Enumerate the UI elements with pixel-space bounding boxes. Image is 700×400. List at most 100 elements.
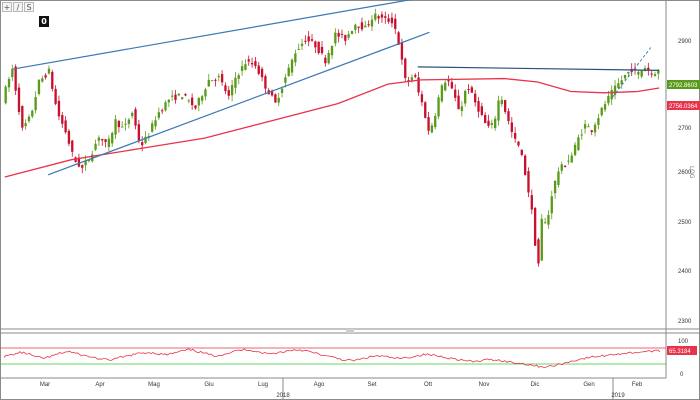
candle-body <box>124 123 127 125</box>
draw-line-button[interactable]: / <box>13 2 23 12</box>
candle-body <box>540 218 543 261</box>
candle-body <box>387 18 390 22</box>
crosshair-button[interactable]: + <box>2 2 12 12</box>
candle-body <box>184 94 187 96</box>
candle-body <box>477 101 480 112</box>
candle-body <box>67 130 71 144</box>
candle-body <box>354 24 357 30</box>
candle-body <box>227 90 230 96</box>
candle-body <box>97 137 101 141</box>
candle-body <box>287 67 290 77</box>
candle-body <box>543 222 547 224</box>
candle-body <box>157 112 161 118</box>
candle-body <box>527 171 530 193</box>
candle-body <box>464 90 467 104</box>
candle-body <box>490 123 494 125</box>
candle-body <box>513 133 517 139</box>
draw-line-icon: / <box>16 2 20 12</box>
log-scale-icon[interactable]: LOG <box>688 166 695 179</box>
candle-body <box>81 165 84 168</box>
candle-body <box>400 42 404 60</box>
candle-body <box>194 105 197 109</box>
month-label: Ott <box>424 382 432 388</box>
candle-body <box>510 122 513 132</box>
candle-body <box>117 120 121 128</box>
last-price-tag <box>667 80 700 89</box>
candle-body <box>320 46 324 54</box>
candle-body <box>71 140 74 152</box>
candle-body <box>454 89 457 98</box>
candle-body <box>230 85 234 96</box>
candle-body <box>314 41 317 48</box>
candle-body <box>623 74 627 79</box>
candle-body <box>434 115 437 128</box>
candle-body <box>460 106 464 111</box>
candle-body <box>161 110 164 112</box>
candle-body <box>420 94 424 103</box>
price-tick: 2400 <box>678 269 692 275</box>
candle-body <box>517 141 520 146</box>
candle-body <box>37 79 41 95</box>
candle-body <box>264 76 267 89</box>
candle-body <box>570 155 573 163</box>
candle-body <box>414 75 417 77</box>
candle-body <box>177 93 180 96</box>
candle-body <box>390 17 394 24</box>
candle-body <box>224 85 227 92</box>
candle-body <box>533 207 537 246</box>
chart-overlays <box>4 0 660 178</box>
candle-body <box>457 95 460 110</box>
candle-body <box>627 71 630 74</box>
candle-body <box>350 31 354 34</box>
ma-price-tag <box>667 101 700 110</box>
panel-resize-handle[interactable] <box>346 329 354 333</box>
candle-body <box>51 71 54 89</box>
candle-body <box>600 107 603 116</box>
candle-body <box>500 99 503 105</box>
candle-body <box>447 80 450 82</box>
candle-body <box>340 33 344 35</box>
candle-body <box>497 100 500 121</box>
settings-icon: S <box>26 2 32 12</box>
candle-body <box>300 43 304 46</box>
candle-body <box>360 22 364 30</box>
candle-body <box>573 144 577 156</box>
candle-body <box>64 120 67 133</box>
candle-body <box>657 70 660 74</box>
candle-body <box>487 120 490 126</box>
candle-body <box>17 87 21 113</box>
candle-body <box>277 97 280 103</box>
time-axis: Mar Apr Mag Giu Lug Ago Set Ott Nov Dic … <box>40 382 643 399</box>
month-label: Lug <box>258 382 268 388</box>
candle-body <box>11 68 14 78</box>
candle-body <box>220 74 224 83</box>
month-label: Set <box>367 382 376 388</box>
candle-body <box>484 114 487 124</box>
candle-body <box>377 16 380 19</box>
ma200-line <box>4 77 660 178</box>
candle-body <box>34 97 37 111</box>
candle-body <box>27 116 31 122</box>
candle-body <box>553 181 557 194</box>
month-label: Ago <box>314 382 325 388</box>
candle-body <box>304 40 307 42</box>
candle-body <box>424 102 427 118</box>
candle-body <box>394 18 397 29</box>
candle-body <box>297 49 300 51</box>
candle-body <box>164 102 167 111</box>
candle-body <box>121 126 124 128</box>
candle-body <box>347 34 350 38</box>
candle-body <box>427 117 430 131</box>
year-label: 2019 <box>611 393 625 399</box>
candle-body <box>151 123 154 132</box>
settings-button[interactable]: S <box>24 2 34 12</box>
candle-body <box>337 32 340 37</box>
candle-body <box>214 79 217 81</box>
candle-body <box>94 143 97 150</box>
rsi-value-tag <box>667 346 697 355</box>
rsi-panel <box>3 348 661 369</box>
candle-body <box>593 124 597 133</box>
candle-body <box>650 73 653 75</box>
candle-body <box>590 130 593 132</box>
